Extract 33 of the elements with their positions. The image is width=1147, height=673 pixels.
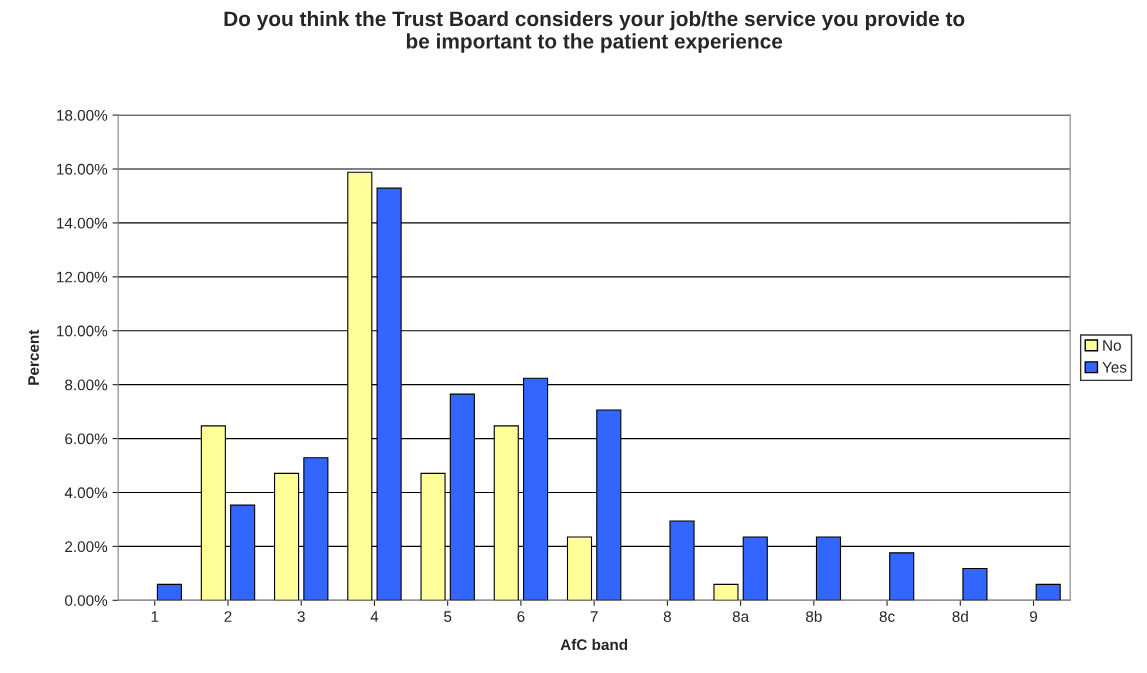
legend-label: No [1103, 340, 1121, 351]
y-tick-label: 16.00% [57, 163, 108, 175]
y-tick-label: 10.00% [57, 325, 108, 337]
x-axis-title: AfC band [560, 638, 628, 651]
x-tick-label: 6 [517, 611, 525, 622]
x-tick-label: 9 [1030, 611, 1038, 622]
x-tick-label: 5 [444, 611, 452, 622]
y-tick-label: 14.00% [57, 217, 108, 229]
y-axis-title: Percent [28, 329, 39, 385]
x-tick-label: 1 [151, 611, 159, 622]
y-tick-label: 18.00% [57, 109, 108, 121]
bar [889, 552, 915, 601]
x-tick-label: 8a [732, 611, 750, 622]
y-tick-label: 4.00% [64, 487, 108, 499]
bar [156, 583, 182, 601]
x-tick-label: 2 [224, 611, 232, 622]
y-tick-label: 12.00% [57, 271, 108, 283]
legend-label: Yes [1102, 362, 1127, 373]
bar [962, 567, 988, 601]
chart-title: Do you think the Trust Board considers your job/the service you provide to be important to the patient experience [224, 10, 965, 53]
x-tick-label: 3 [297, 611, 305, 622]
bar [1035, 583, 1061, 601]
y-tick-label: 8.00% [65, 379, 108, 391]
x-tick-label: 8b [806, 610, 822, 622]
x-tick-label: 8c [879, 611, 895, 622]
y-tick-label: 6.00% [65, 433, 108, 445]
x-tick-label: 8 [663, 611, 671, 622]
x-tick-label: 4 [370, 611, 379, 622]
bar [713, 583, 739, 601]
x-tick-label: 8d [952, 610, 968, 622]
y-tick-label: 2.00% [65, 541, 108, 553]
x-tick-label: 7 [590, 611, 598, 622]
y-tick-label: 0.00% [65, 595, 108, 606]
